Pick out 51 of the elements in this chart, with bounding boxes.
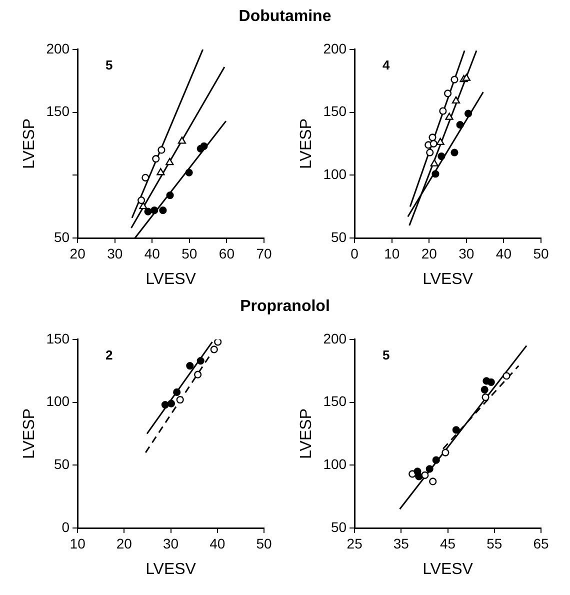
y-tick-label: 50	[330, 518, 347, 535]
x-tick-label: 55	[486, 535, 502, 552]
x-tick-label: 50	[182, 245, 198, 262]
x-tick-label: 45	[440, 535, 456, 552]
x-axis-title: LVESV	[146, 560, 196, 578]
x-tick-label: 10	[384, 245, 400, 262]
y-tick-label: 100	[46, 393, 70, 410]
y-tick-label: 150	[46, 330, 70, 346]
y-axis-title: LVESP	[21, 408, 38, 459]
x-tick-label: 50	[256, 535, 272, 552]
x-tick-label: 65	[533, 535, 549, 552]
x-tick-label: 30	[458, 245, 474, 262]
x-tick-label: 30	[107, 245, 123, 262]
y-tick-label: 200	[46, 40, 70, 56]
y-tick-label: 100	[323, 166, 347, 182]
annotation: 4	[382, 57, 391, 72]
x-tick-label: 10	[70, 535, 86, 552]
y-axis-title: LVESP	[298, 118, 316, 169]
x-tick-label: 25	[346, 535, 363, 552]
x-tick-label: 40	[210, 535, 226, 552]
x-tick-label: 35	[393, 535, 410, 552]
y-tick-label: 150	[323, 103, 347, 120]
x-tick-label: 20	[70, 245, 86, 262]
x-tick-label: 0	[350, 245, 359, 262]
x-tick-label: 50	[533, 245, 549, 262]
annotation: 2	[106, 347, 113, 362]
x-tick-label: 70	[256, 245, 272, 262]
y-tick-label: 50	[54, 228, 70, 245]
y-tick-label: 50	[54, 456, 70, 472]
x-tick-label: 20	[421, 245, 438, 262]
chart-title: Propranolol	[239, 298, 331, 316]
y-tick-label: 150	[323, 393, 347, 410]
annotation: 5	[106, 57, 113, 72]
x-tick-label: 30	[162, 535, 179, 552]
y-tick-label: 50	[330, 228, 347, 245]
y-tick-label: 100	[323, 456, 347, 472]
x-axis-title: LVESV	[146, 270, 196, 288]
x-axis-title: LVESV	[422, 560, 474, 578]
y-tick-label: 0	[62, 518, 70, 535]
x-tick-label: 20	[116, 535, 132, 552]
y-tick-label: 200	[323, 330, 347, 346]
x-tick-label: 40	[496, 245, 512, 262]
y-axis-title: LVESP	[298, 408, 316, 459]
y-axis-title: LVESP	[21, 118, 38, 169]
x-tick-label: 60	[218, 245, 235, 262]
annotation: 5	[382, 347, 390, 362]
y-tick-label: 200	[323, 40, 347, 56]
x-tick-label: 40	[144, 245, 160, 262]
y-tick-label: 150	[46, 103, 70, 120]
chart-title: Dobutamine	[238, 8, 332, 26]
x-axis-title: LVESV	[422, 270, 474, 288]
